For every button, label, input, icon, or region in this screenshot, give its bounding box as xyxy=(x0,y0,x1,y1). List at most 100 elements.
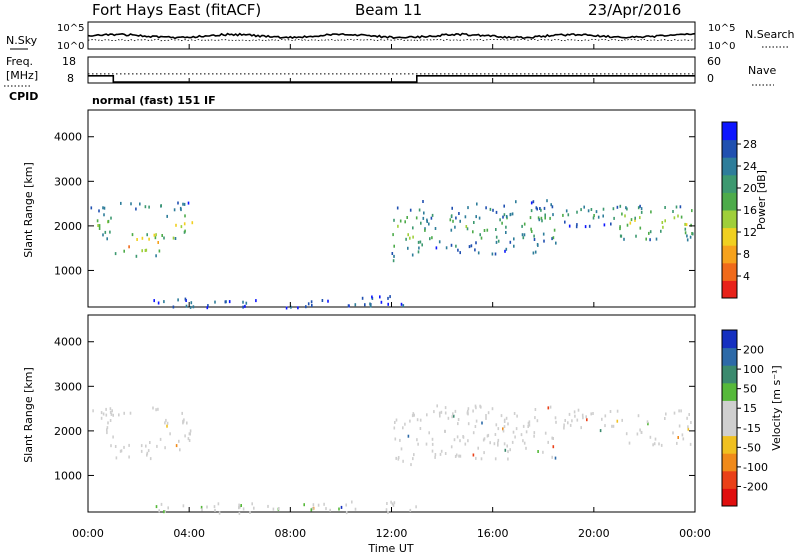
colorbar-tick-label: 8 xyxy=(743,248,750,261)
echo-cell xyxy=(520,433,523,437)
echo-cell xyxy=(686,234,688,238)
echo-cell xyxy=(156,444,158,448)
echo-cell xyxy=(251,502,253,506)
echo-cell xyxy=(412,412,415,416)
echo-cell xyxy=(364,303,366,307)
echo-cell xyxy=(456,435,459,439)
echo-cell xyxy=(102,412,105,416)
echo-cell xyxy=(535,206,538,210)
nave-label: Nave xyxy=(748,64,776,77)
echo-cell xyxy=(534,250,537,254)
echo-cell xyxy=(228,300,231,304)
echo-cell xyxy=(689,235,692,239)
echo-cell xyxy=(513,412,516,415)
noise-sky-trace xyxy=(87,32,696,40)
echo-cell xyxy=(474,404,477,408)
echo-cell xyxy=(98,227,101,230)
echo-cell xyxy=(676,441,678,445)
echo-cell xyxy=(112,413,114,417)
power-y-ticks: 4000 3000 2000 1000 xyxy=(54,131,695,277)
echo-cell xyxy=(163,300,165,304)
echo-cell xyxy=(554,456,557,460)
echo-cell xyxy=(179,448,181,452)
colorbar-segment xyxy=(722,435,737,454)
echo-cell xyxy=(476,202,478,206)
echo-cell xyxy=(602,207,605,211)
echo-cell xyxy=(444,452,447,455)
echo-cell xyxy=(393,244,395,248)
echo-cell xyxy=(214,300,216,304)
echo-cell xyxy=(503,420,506,423)
echo-cell xyxy=(568,412,571,416)
echo-cell xyxy=(402,426,404,430)
echo-cell xyxy=(501,221,503,225)
echo-cell xyxy=(464,442,467,446)
colorbar-tick-label: 12 xyxy=(743,226,757,239)
echo-cell xyxy=(413,413,415,417)
echo-cell xyxy=(97,224,99,227)
echo-cell xyxy=(120,201,122,205)
beam-title: Beam 11 xyxy=(355,1,422,19)
echo-cell xyxy=(424,227,426,231)
echo-cell xyxy=(420,221,422,225)
noise-right-label: N.Search xyxy=(745,28,795,41)
echo-cell xyxy=(146,453,148,457)
echo-cell xyxy=(564,220,566,224)
echo-cell xyxy=(512,430,515,434)
echo-cell xyxy=(684,231,687,235)
echo-cell xyxy=(145,248,148,252)
echo-cell xyxy=(537,216,540,220)
echo-cell xyxy=(582,416,584,420)
echo-cell xyxy=(147,449,150,453)
echo-cell xyxy=(409,236,411,240)
echo-cell xyxy=(604,424,606,428)
echo-cell xyxy=(686,416,688,420)
echo-cell xyxy=(544,213,546,217)
echo-cell xyxy=(369,302,371,306)
echo-cell xyxy=(404,220,406,224)
colorbar-segment xyxy=(722,174,737,193)
echo-cell xyxy=(672,431,674,435)
echo-cell xyxy=(131,233,134,237)
echo-cell xyxy=(662,225,664,229)
nave-tick-top: 60 xyxy=(707,55,721,68)
echo-cell xyxy=(238,503,240,507)
echo-cell xyxy=(444,429,446,433)
echo-cell xyxy=(587,209,590,213)
echo-cell xyxy=(345,503,347,507)
echo-cell xyxy=(431,449,434,453)
echo-cell xyxy=(190,301,193,305)
echo-cell xyxy=(163,510,165,514)
echo-cell xyxy=(392,233,394,237)
echo-cell xyxy=(505,416,508,420)
echo-cell xyxy=(428,222,430,226)
echo-cell xyxy=(619,204,622,208)
echo-cell xyxy=(397,224,399,228)
radar-title: Fort Hays East (fitACF) xyxy=(92,1,261,19)
echo-cell xyxy=(521,233,524,237)
x-tick-label: 08:00 xyxy=(274,527,306,540)
echo-cell xyxy=(165,418,167,422)
echo-cell xyxy=(472,431,475,435)
colorbar-tick-label: 50 xyxy=(743,383,757,396)
echo-cell xyxy=(102,206,104,210)
noise-right-tick-top: 10^5 xyxy=(708,23,735,34)
echo-cell xyxy=(477,251,480,255)
echo-cell xyxy=(523,233,526,237)
echo-cell xyxy=(491,252,494,256)
echo-cell xyxy=(191,221,194,225)
echo-cell xyxy=(240,504,242,507)
echo-cell xyxy=(183,202,186,206)
echo-cell xyxy=(187,201,190,205)
echo-cell xyxy=(452,219,454,223)
echo-cell xyxy=(178,439,180,443)
echo-cell xyxy=(688,413,690,416)
echo-cell xyxy=(393,254,395,258)
echo-cell xyxy=(321,299,324,302)
echo-cell xyxy=(601,417,603,421)
echo-cell xyxy=(120,449,123,453)
echo-cell xyxy=(379,295,381,299)
echo-cell xyxy=(479,233,481,237)
echo-cell xyxy=(278,507,280,510)
echo-cell xyxy=(551,436,553,440)
